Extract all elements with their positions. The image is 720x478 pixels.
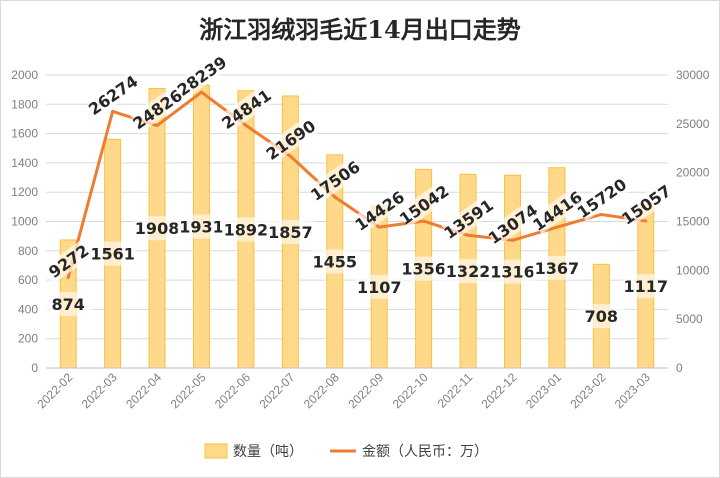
bar-label-bg [532, 255, 581, 280]
line-label-bg [85, 71, 140, 119]
line-label-bg [441, 195, 496, 242]
bar-data-label: 1857 [268, 223, 313, 242]
left-axis-tick-label: 1600 [11, 127, 38, 141]
left-axis-tick-label: 1200 [11, 185, 38, 199]
left-axis-tick-label: 1000 [11, 215, 38, 229]
bar-data-label: 1892 [224, 220, 269, 239]
line-point-2022-10 [422, 219, 426, 223]
line-point-2023-03 [644, 219, 648, 223]
line-point-2022-03 [111, 109, 115, 113]
bar-label-bg [488, 259, 537, 284]
bar-data-label: 874 [52, 295, 85, 314]
bar-data-label: 1908 [135, 219, 180, 238]
bar-label-bg [355, 274, 404, 299]
bar-data-label: 1931 [179, 218, 224, 237]
line-label-bg [574, 174, 629, 222]
bar-label-bg [44, 291, 93, 316]
bar-label-bg [399, 256, 448, 281]
line-label-bg [308, 157, 363, 204]
bar-data-label: 1561 [90, 245, 135, 264]
bar-data-label: 1356 [401, 260, 446, 279]
left-axis-tick-label: 0 [31, 361, 38, 375]
left-axis-tick-label: 400 [18, 302, 38, 316]
bar-label-bg [266, 219, 315, 244]
line-label-bg [219, 85, 274, 133]
bar-label-bg [133, 216, 182, 241]
line-point-2023-02 [599, 212, 603, 216]
right-axis-tick-label: 30000 [676, 68, 710, 82]
bar-label-bg [444, 259, 493, 284]
legend-swatch-quantity [204, 443, 228, 459]
bar-label-bg [621, 274, 670, 299]
line-point-2023-01 [555, 225, 559, 229]
line-label-bg [174, 52, 229, 99]
left-axis-tick-label: 800 [18, 244, 38, 258]
left-axis-tick-label: 2000 [11, 68, 38, 82]
legend-label-quantity: 数量（吨） [233, 444, 303, 460]
line-label-bg [485, 200, 540, 247]
bar-data-label: 1316 [490, 263, 535, 282]
line-point-2022-04 [155, 124, 159, 128]
line-point-2022-02 [66, 275, 70, 279]
bar-data-label: 1117 [624, 277, 669, 296]
right-axis-tick-label: 15000 [676, 215, 710, 229]
line-point-2022-12 [511, 238, 514, 242]
right-axis-tick-label: 5000 [676, 312, 703, 326]
bar-data-label: 1322 [446, 262, 491, 281]
right-axis-tick-label: 25000 [676, 117, 710, 131]
left-axis-tick-label: 1400 [11, 156, 38, 170]
line-point-2022-06 [244, 123, 248, 127]
bar-label-bg [310, 249, 359, 274]
legend: 数量（吨） 金额（人民币：万） [204, 443, 488, 460]
bar-label-bg [88, 241, 137, 266]
line-point-2022-09 [377, 225, 381, 229]
right-axis-tick-label: 0 [676, 361, 683, 375]
line-label-bg [396, 181, 451, 228]
line-label-bg [619, 181, 674, 228]
bar-data-label: 1367 [535, 259, 580, 278]
line-label-bg [352, 187, 407, 234]
line-label-bg [263, 116, 318, 163]
bar-label-bg [177, 214, 226, 239]
line-label-bg [41, 237, 96, 285]
line-label-bg [530, 187, 585, 234]
bar-data-label: 1455 [313, 252, 358, 271]
line-point-2022-07 [288, 154, 292, 158]
left-axis-tick-label: 1800 [11, 97, 38, 111]
right-axis-tick-label: 20000 [676, 166, 710, 180]
legend-label-amount: 金额（人民币：万） [362, 444, 488, 460]
line-point-2022-08 [333, 195, 337, 199]
left-axis-tick-label: 200 [18, 332, 38, 346]
bar-label-bg [577, 304, 626, 329]
line-point-2022-05 [200, 90, 203, 94]
bar-data-label: 708 [585, 307, 618, 326]
line-point-2022-11 [466, 233, 470, 237]
amount-line [66, 90, 647, 278]
right-axis-tick-label: 10000 [676, 263, 710, 277]
line-label-bg [130, 85, 185, 133]
bar-data-label: 1107 [357, 278, 402, 297]
chart-title: 浙江羽绒羽毛近14月出口走势 [199, 15, 520, 44]
bar-label-bg [221, 217, 270, 242]
left-axis-tick-label: 600 [18, 273, 38, 287]
